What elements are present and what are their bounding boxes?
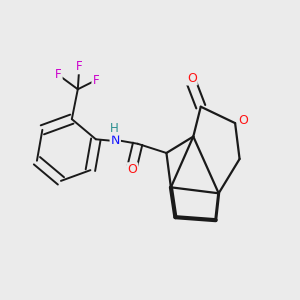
Text: O: O (187, 71, 197, 85)
Text: F: F (76, 60, 83, 74)
Text: N: N (111, 134, 120, 147)
Text: F: F (92, 74, 99, 87)
Text: F: F (55, 68, 62, 81)
Text: H: H (110, 122, 118, 135)
Text: O: O (127, 163, 137, 176)
Text: O: O (238, 114, 248, 127)
